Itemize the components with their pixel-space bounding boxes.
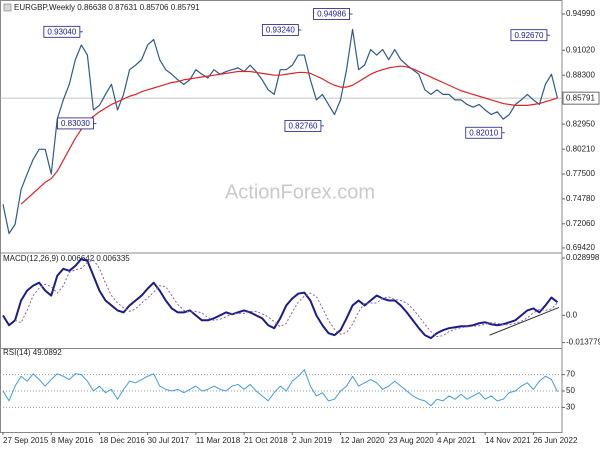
annotation-box — [57, 117, 94, 130]
y-tick-label: -0.013779 — [566, 338, 600, 347]
x-tick-label: 2 Jun 2019 — [292, 436, 332, 445]
annotation-label: 0.83030 — [61, 119, 90, 128]
series-line — [14, 259, 558, 338]
panel-title: RSI(14) 49.0892 — [3, 348, 62, 357]
series-line — [2, 257, 559, 340]
annotation-label: 0.92670 — [514, 31, 543, 40]
x-tick-label: 4 Apr 2021 — [437, 436, 476, 445]
x-tick-label: 26 Jun 2022 — [533, 436, 578, 445]
panel-title: EURGBP,Weekly 0.86638 0.87631 0.85706 0.… — [14, 3, 200, 12]
annotation-label: 0.82760 — [288, 122, 317, 131]
y-tick-label: 0.88300 — [566, 70, 595, 79]
y-tick-label: 0.72060 — [566, 219, 595, 228]
annotation-box — [284, 119, 322, 132]
y-tick-label: 30 — [566, 403, 575, 412]
annotation-box — [510, 29, 548, 42]
symbol-icon — [3, 3, 12, 12]
annotation-label: 0.93040 — [47, 27, 76, 36]
last-price-box — [562, 91, 600, 105]
y-tick-label: 0.74780 — [566, 194, 595, 203]
series-line — [2, 28, 559, 235]
series-line — [2, 369, 558, 407]
watermark: ActionForex.com — [225, 181, 375, 203]
series-line — [20, 65, 558, 205]
annotation-box — [313, 8, 350, 20]
annotation-label: 0.82010 — [469, 128, 498, 137]
y-tick-label: 0.94990 — [566, 9, 595, 18]
trend-line — [489, 306, 560, 336]
annotation-box — [43, 25, 81, 38]
y-tick-label: 0.0 — [566, 310, 578, 319]
x-tick-label: 23 Aug 2020 — [389, 436, 434, 445]
panel-title: MACD(12,26,9) 0.006642 0.006335 — [3, 254, 130, 263]
annotation-label: 0.94986 — [317, 10, 346, 19]
annotation-box — [261, 24, 299, 36]
annotation-label: 0.93240 — [266, 26, 295, 35]
x-tick-label: 18 Dec 2016 — [99, 436, 145, 445]
y-tick-label: 0.69420 — [566, 243, 595, 252]
y-tick-label: 70 — [566, 370, 575, 379]
x-tick-label: 30 Jul 2017 — [148, 436, 190, 445]
x-tick-label: 21 Oct 2018 — [244, 436, 288, 445]
y-tick-label: 0.77500 — [566, 169, 595, 178]
y-tick-label: 0.028998 — [566, 253, 600, 262]
x-tick-label: 12 Jan 2020 — [341, 436, 386, 445]
plot-frame — [0, 0, 563, 433]
x-tick-label: 11 Mar 2018 — [196, 436, 241, 445]
y-tick-label: 0.82950 — [566, 119, 595, 128]
annotation-box — [465, 126, 503, 139]
y-tick-label: 50 — [566, 386, 575, 395]
y-tick-label: 0.80210 — [566, 144, 595, 153]
x-tick-label: 14 Nov 2021 — [485, 436, 531, 445]
last-price-label: 0.85791 — [566, 93, 595, 102]
x-tick-label: 8 May 2016 — [51, 436, 93, 445]
x-tick-label: 27 Sep 2015 — [3, 436, 49, 445]
y-tick-label: 0.91020 — [566, 45, 595, 54]
